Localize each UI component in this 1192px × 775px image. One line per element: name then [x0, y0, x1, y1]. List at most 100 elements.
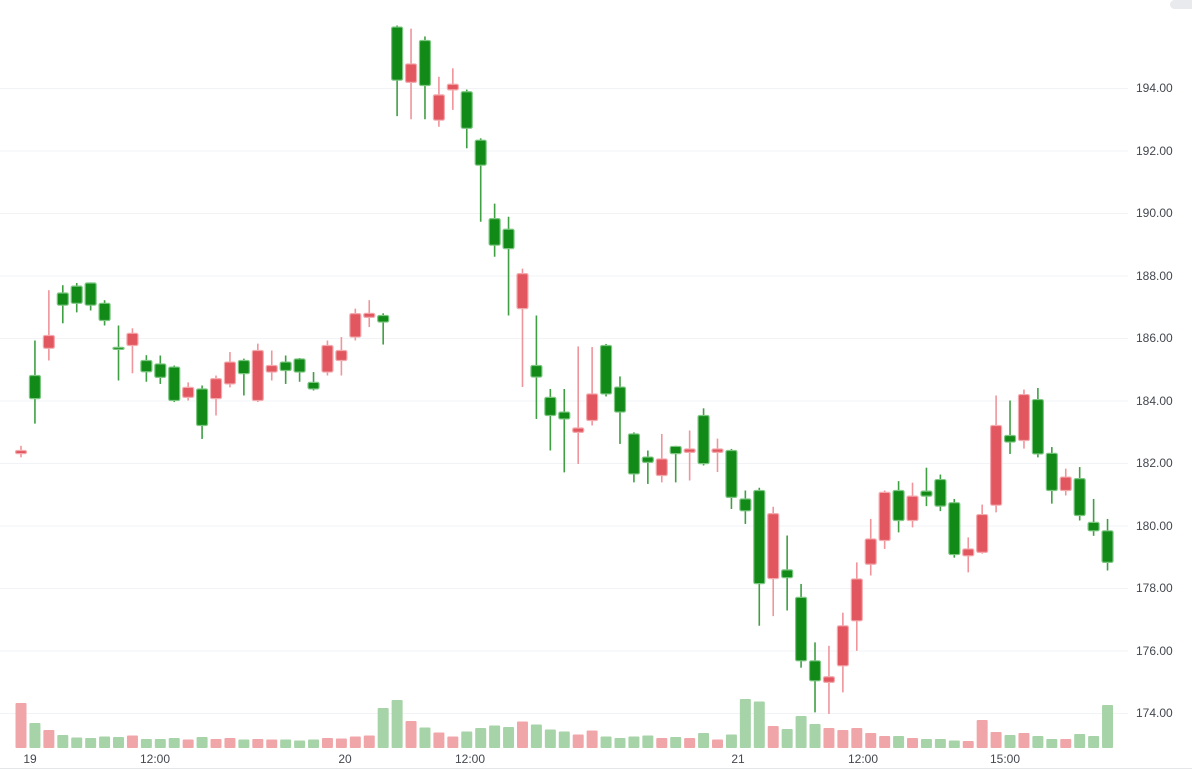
volume-bar[interactable] — [308, 739, 320, 749]
candle-body[interactable] — [1059, 476, 1072, 492]
volume-bar[interactable] — [15, 703, 27, 748]
candle-body[interactable] — [864, 538, 877, 565]
volume-bar[interactable] — [1074, 734, 1086, 748]
candle-body[interactable] — [321, 344, 334, 373]
candle-body[interactable] — [1017, 393, 1031, 442]
candle-body[interactable] — [808, 660, 822, 682]
candle-body[interactable] — [1101, 530, 1114, 563]
candle-body[interactable] — [363, 312, 376, 318]
candle-body[interactable] — [753, 489, 766, 585]
volume-bar[interactable] — [739, 699, 751, 748]
candle-body[interactable] — [892, 489, 905, 522]
volume-bar[interactable] — [781, 729, 793, 748]
candle-body[interactable] — [335, 349, 348, 362]
candle-body[interactable] — [1003, 434, 1017, 443]
candle-body[interactable] — [906, 495, 919, 522]
volume-bar[interactable] — [1004, 735, 1016, 748]
candle-body[interactable] — [683, 448, 696, 453]
volume-bar[interactable] — [475, 728, 487, 748]
volume-bar[interactable] — [126, 735, 138, 749]
candle-body[interactable] — [586, 393, 599, 422]
candle-body[interactable] — [836, 625, 849, 667]
volume-bar[interactable] — [363, 735, 375, 749]
candle-body[interactable] — [613, 386, 627, 413]
candle-body[interactable] — [209, 378, 223, 400]
volume-bar[interactable] — [294, 740, 306, 749]
candle-body[interactable] — [739, 498, 752, 512]
volume-bar[interactable] — [503, 727, 515, 748]
volume-bar[interactable] — [656, 738, 668, 748]
candle-body[interactable] — [56, 292, 69, 306]
volume-bar[interactable] — [71, 737, 83, 749]
volume-bar[interactable] — [461, 731, 473, 749]
candle-body[interactable] — [948, 502, 961, 556]
volume-bar[interactable] — [795, 716, 807, 748]
volume-bar[interactable] — [210, 739, 222, 748]
volume-bar[interactable] — [1032, 736, 1044, 748]
candle-body[interactable] — [168, 366, 181, 402]
candle-body[interactable] — [349, 313, 362, 338]
candle-body[interactable] — [530, 364, 543, 378]
volume-bar[interactable] — [865, 733, 877, 748]
volume-bar[interactable] — [753, 701, 765, 749]
volume-bar[interactable] — [544, 729, 556, 749]
candle-body[interactable] — [544, 396, 557, 417]
candle-body[interactable] — [307, 381, 320, 390]
candle-body[interactable] — [404, 63, 418, 83]
volume-bar[interactable] — [670, 737, 682, 748]
candle-body[interactable] — [391, 26, 404, 81]
candle-body[interactable] — [697, 414, 710, 465]
volume-bar[interactable] — [447, 736, 459, 749]
volume-bar[interactable] — [335, 738, 347, 749]
volume-bar[interactable] — [252, 739, 264, 748]
candle-body[interactable] — [195, 388, 209, 427]
candle-body[interactable] — [669, 445, 682, 455]
candle-body[interactable] — [1087, 521, 1100, 532]
candle-body[interactable] — [460, 91, 473, 129]
volume-bar[interactable] — [600, 736, 612, 749]
candle-body[interactable] — [14, 449, 28, 455]
volume-bar[interactable] — [934, 739, 946, 748]
candle-body[interactable] — [488, 218, 501, 246]
volume-bar[interactable] — [85, 738, 97, 748]
volume-bar[interactable] — [391, 700, 403, 748]
candle-body[interactable] — [377, 314, 390, 323]
candle-body[interactable] — [502, 228, 515, 250]
candle-body[interactable] — [293, 358, 306, 373]
volume-bar[interactable] — [684, 738, 696, 748]
volume-bar[interactable] — [489, 725, 501, 749]
chart-corner-button[interactable] — [1170, 0, 1192, 9]
candle-body[interactable] — [920, 490, 933, 497]
candle-body[interactable] — [237, 359, 250, 375]
candle-body[interactable] — [154, 363, 167, 378]
candle-body[interactable] — [279, 361, 292, 372]
volume-bar[interactable] — [57, 735, 69, 748]
candle-body[interactable] — [934, 478, 947, 507]
candle-body[interactable] — [42, 334, 55, 349]
volume-bar[interactable] — [405, 721, 417, 748]
volume-bar[interactable] — [614, 738, 626, 748]
candle-body[interactable] — [976, 513, 989, 553]
candle-body[interactable] — [84, 282, 97, 306]
candle-body[interactable] — [1045, 452, 1058, 492]
candle-body[interactable] — [474, 139, 487, 166]
candle-body[interactable] — [223, 361, 237, 385]
volume-bar[interactable] — [419, 727, 431, 749]
volume-bar[interactable] — [642, 735, 654, 749]
candle-body[interactable] — [432, 94, 445, 121]
candle-body[interactable] — [572, 427, 585, 433]
volume-bar[interactable] — [767, 726, 779, 748]
volume-bar[interactable] — [1018, 733, 1030, 748]
candle-body[interactable] — [516, 273, 529, 310]
candle-body[interactable] — [711, 448, 724, 453]
candle-body[interactable] — [655, 458, 668, 477]
volume-bar[interactable] — [238, 739, 250, 749]
volume-bar[interactable] — [907, 738, 919, 748]
candle-body[interactable] — [822, 676, 836, 683]
volume-bar[interactable] — [1088, 736, 1100, 748]
candle-body[interactable] — [725, 449, 738, 498]
candle-body[interactable] — [627, 433, 641, 475]
candle-body[interactable] — [599, 344, 613, 395]
volume-bar[interactable] — [990, 732, 1002, 748]
